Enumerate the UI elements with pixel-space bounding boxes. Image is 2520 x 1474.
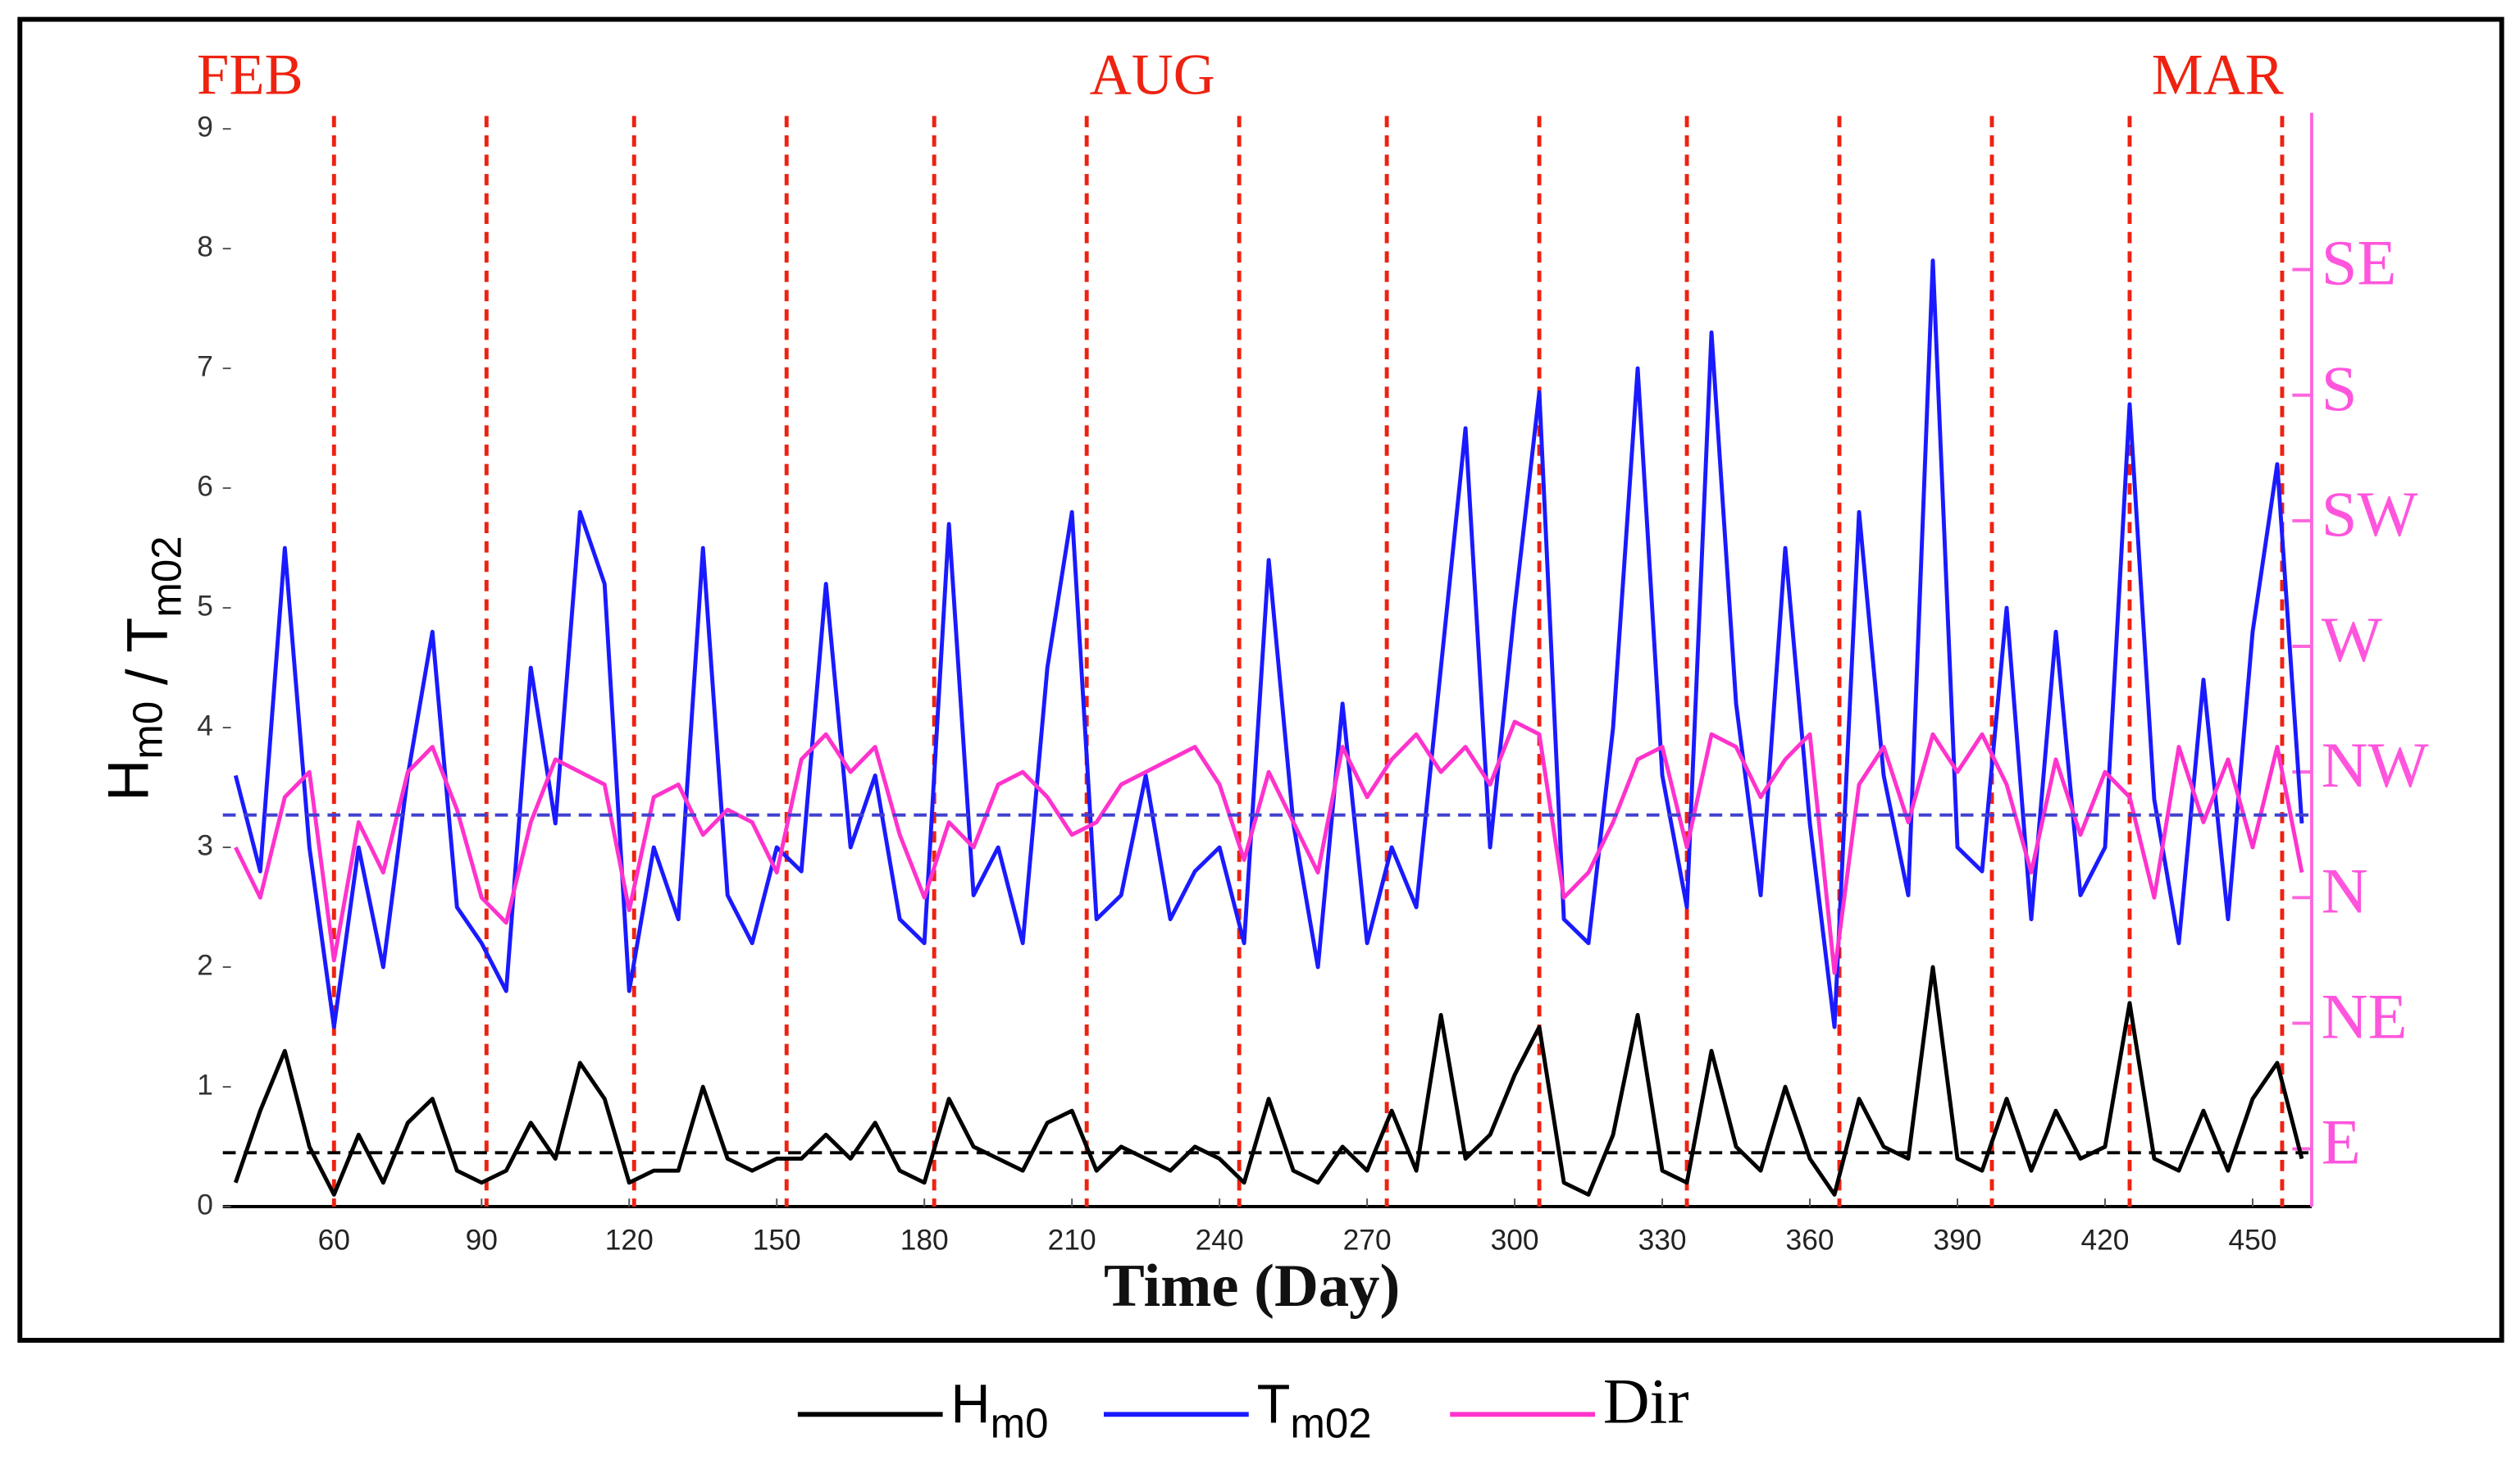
y-tick-label: 1: [197, 1069, 213, 1101]
month-label: AUG: [1090, 43, 1215, 107]
y-tick-label: 8: [197, 230, 213, 262]
frame: [17, 16, 2504, 1343]
x-tick-label: 180: [900, 1225, 949, 1257]
x-tick-label: 210: [1048, 1225, 1096, 1257]
y-tick-label: 2: [197, 949, 213, 981]
y2-tick-label: E: [2322, 1107, 2361, 1178]
series-line: [234, 719, 2304, 975]
legend-label: Tm02: [1257, 1374, 1372, 1447]
x-tick-label: 390: [1934, 1225, 1982, 1257]
x-tick-label: 420: [2080, 1225, 2129, 1257]
x-tick-label: 360: [1786, 1225, 1834, 1257]
x-tick-label: 330: [1638, 1225, 1687, 1257]
y-tick-label: 5: [197, 590, 213, 622]
y-tick-label: 3: [197, 829, 213, 861]
y-tick-label: 9: [197, 111, 213, 143]
y2-tick-label: W: [2322, 604, 2382, 675]
y-tick-label: 0: [197, 1189, 213, 1221]
legend-label: Dir: [1603, 1366, 1689, 1437]
y-tick-label: 6: [197, 470, 213, 502]
series-line: [233, 965, 2304, 1197]
y2-tick-label: S: [2322, 353, 2358, 424]
y2-tick-label: N: [2322, 855, 2368, 926]
x-tick-label: 300: [1491, 1225, 1539, 1257]
x-tick-label: 150: [753, 1225, 801, 1257]
x-tick-label: 270: [1343, 1225, 1392, 1257]
y2-tick-label: SE: [2322, 227, 2397, 299]
y-axis-label: Hm0 / Tm02: [95, 536, 190, 801]
month-label: MAR: [2152, 43, 2285, 107]
series-line: [233, 258, 2304, 1029]
y2-tick-label: SW: [2322, 478, 2418, 550]
x-axis-label: Time (Day): [1104, 1253, 1400, 1320]
x-tick-label: 450: [2228, 1225, 2276, 1257]
x-tick-label: 60: [318, 1225, 350, 1257]
x-tick-label: 240: [1196, 1225, 1244, 1257]
y-tick-label: 4: [197, 710, 213, 742]
y2-tick-label: NW: [2322, 729, 2429, 801]
y2-tick-label: NE: [2322, 980, 2408, 1052]
legend-label: Hm0: [950, 1374, 1048, 1447]
y-tick-label: 7: [197, 350, 213, 382]
x-tick-label: 90: [466, 1225, 498, 1257]
month-label: FEB: [197, 43, 303, 107]
x-tick-label: 120: [605, 1225, 654, 1257]
